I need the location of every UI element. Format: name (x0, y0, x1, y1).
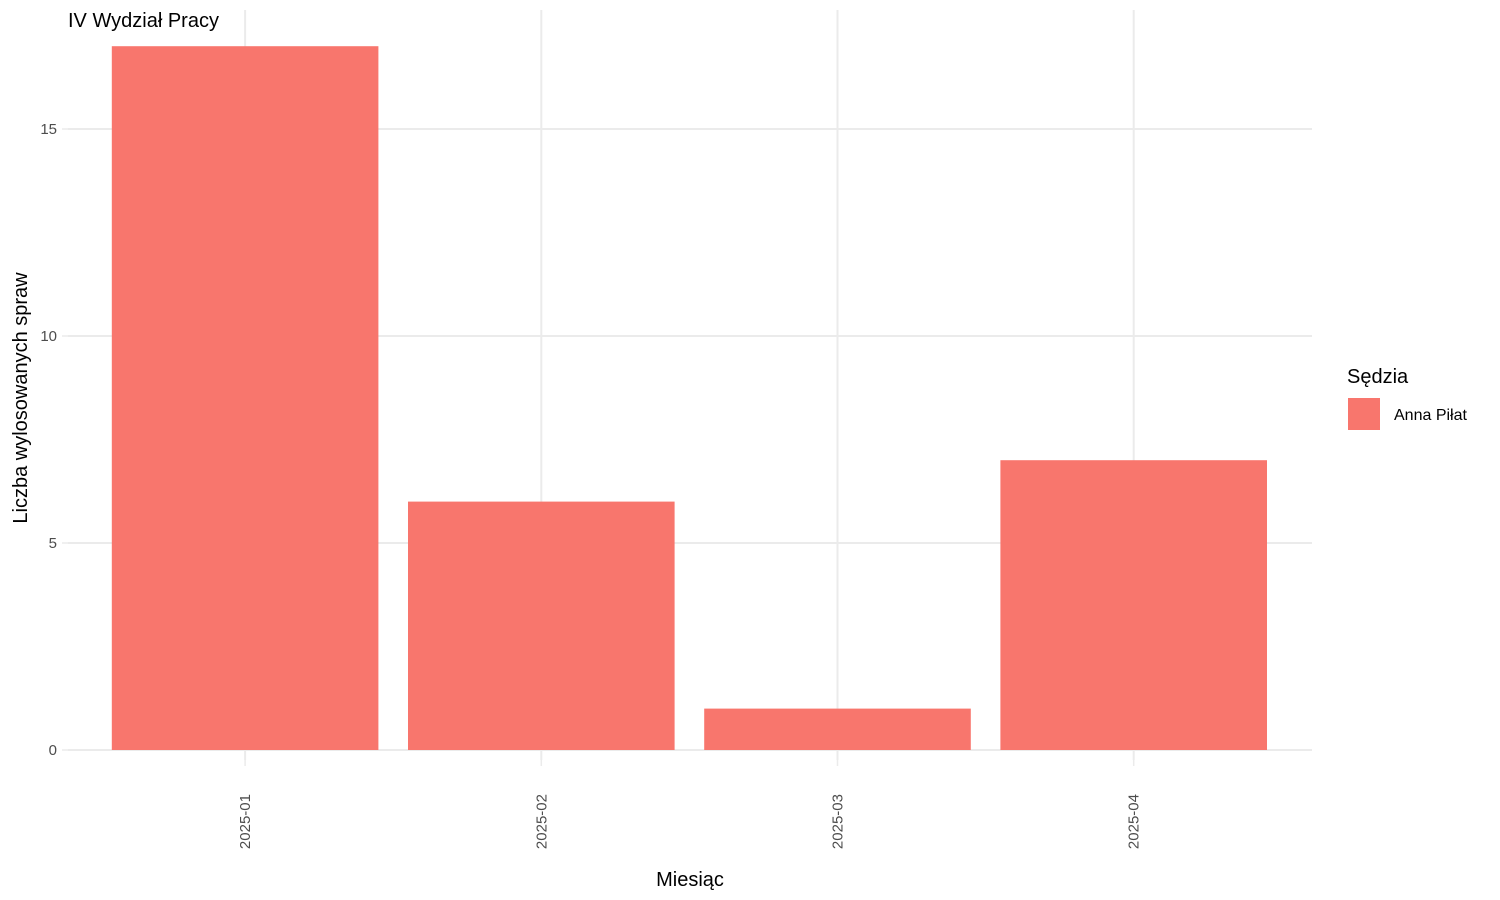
legend: Sędzia Anna Piłat (1347, 366, 1467, 430)
y-tick-label-10: 10 (40, 328, 57, 345)
bar-2025-04 (1000, 460, 1267, 750)
bar-2025-03 (704, 708, 971, 750)
bar-2025-02 (408, 501, 675, 750)
y-axis-title: Liczba wylosowanych spraw (10, 272, 32, 524)
bar-2025-01 (111, 46, 379, 750)
x-tick-label-2025-01: 2025-01 (237, 794, 254, 849)
x-tick-label-2025-02: 2025-02 (533, 794, 550, 849)
y-tick-label-5: 5 (49, 535, 57, 552)
legend-swatch-anna-pilat (1348, 398, 1380, 430)
y-axis-ticks: 0 5 10 15 (40, 121, 68, 759)
y-tick-label-0: 0 (49, 742, 57, 759)
bars (111, 46, 1267, 750)
chart-title: IV Wydział Pracy (68, 10, 219, 32)
legend-label-anna-pilat: Anna Piłat (1394, 407, 1467, 424)
x-tick-label-2025-04: 2025-04 (1126, 794, 1143, 849)
y-tick-label-15: 15 (40, 121, 57, 138)
legend-title: Sędzia (1347, 366, 1409, 388)
x-tick-label-2025-03: 2025-03 (830, 794, 847, 849)
x-axis-ticks: 2025-01 2025-02 2025-03 2025-04 (237, 760, 1143, 849)
x-axis-title: Miesiąc (656, 869, 724, 891)
